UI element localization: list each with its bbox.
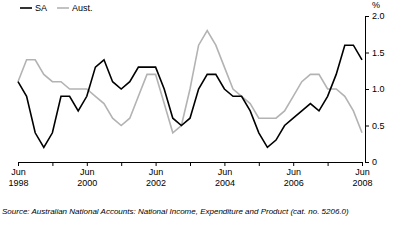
x-tick-label: Jun1998 (8, 167, 28, 188)
y-tick-mark (365, 16, 369, 17)
legend-swatch (20, 7, 32, 9)
x-tick: Jun2002 (146, 162, 166, 188)
x-tick: Jun2004 (215, 162, 235, 188)
x-tick: Jun2000 (77, 162, 97, 188)
x-tick-label: Jun2008 (352, 167, 372, 188)
y-tick-mark (365, 126, 369, 127)
x-tick-mark (156, 162, 157, 166)
y-axis: 0 0.5 1.0 1.5 2.0 (365, 11, 385, 167)
y-tick: 1.5 (365, 48, 385, 58)
y-tick-mark (365, 53, 369, 54)
y-tick-label: 1.0 (372, 84, 385, 94)
chart-container: Jun1998 Jun2000 Jun2002 Jun2004 Jun2006 Jun20… (0, 0, 397, 227)
x-tick-label: Jun2000 (77, 167, 97, 188)
legend-label: SA (35, 3, 47, 13)
y-tick-mark (365, 162, 369, 163)
x-tick-mark (224, 162, 225, 166)
x-tick-mark (87, 162, 88, 166)
x-tick-mark (362, 162, 363, 166)
x-tick (52, 162, 53, 166)
x-tick-label: Jun2002 (146, 167, 166, 188)
x-tick-mark (121, 162, 122, 166)
legend-swatch (57, 7, 69, 9)
x-tick-mark (18, 162, 19, 166)
chart-svg: Jun1998 Jun2000 Jun2002 Jun2004 Jun2006 Jun20… (0, 0, 397, 227)
legend-label: Aust. (72, 3, 93, 13)
x-tick-mark (293, 162, 294, 166)
x-tick-mark (328, 162, 329, 166)
x-tick-mark (190, 162, 191, 166)
x-tick (328, 162, 329, 166)
x-tick-mark (52, 162, 53, 166)
lines (18, 31, 362, 148)
y-tick-label: 0.5 (372, 121, 385, 131)
x-tick-mark (259, 162, 260, 166)
x-tick: Jun1998 (8, 162, 28, 188)
x-tick: Jun2008 (352, 162, 372, 188)
legend-item: SA (20, 3, 47, 13)
series-line (18, 45, 362, 147)
source-note: Source: Australian National Accounts: Na… (2, 207, 349, 216)
y-tick-mark (365, 89, 369, 90)
legend-item: Aust. (57, 3, 93, 13)
x-axis: Jun1998 Jun2000 Jun2002 Jun2004 Jun2006 Jun20… (8, 162, 372, 188)
x-tick-label: Jun2004 (215, 167, 235, 188)
x-tick (121, 162, 122, 166)
y-tick-label: 0 (372, 157, 377, 167)
x-tick (190, 162, 191, 166)
y-axis-title: % (372, 0, 380, 10)
y-tick-label: 1.5 (372, 48, 385, 58)
y-tick: 0.5 (365, 121, 385, 131)
legend: SA Aust. (20, 3, 93, 13)
y-tick: 2.0 (365, 11, 385, 21)
y-tick: 1.0 (365, 84, 385, 94)
x-tick (259, 162, 260, 166)
y-tick: 0 (365, 157, 377, 167)
y-tick-label: 2.0 (372, 11, 385, 21)
x-tick: Jun2006 (284, 162, 304, 188)
x-tick-label: Jun2006 (284, 167, 304, 188)
